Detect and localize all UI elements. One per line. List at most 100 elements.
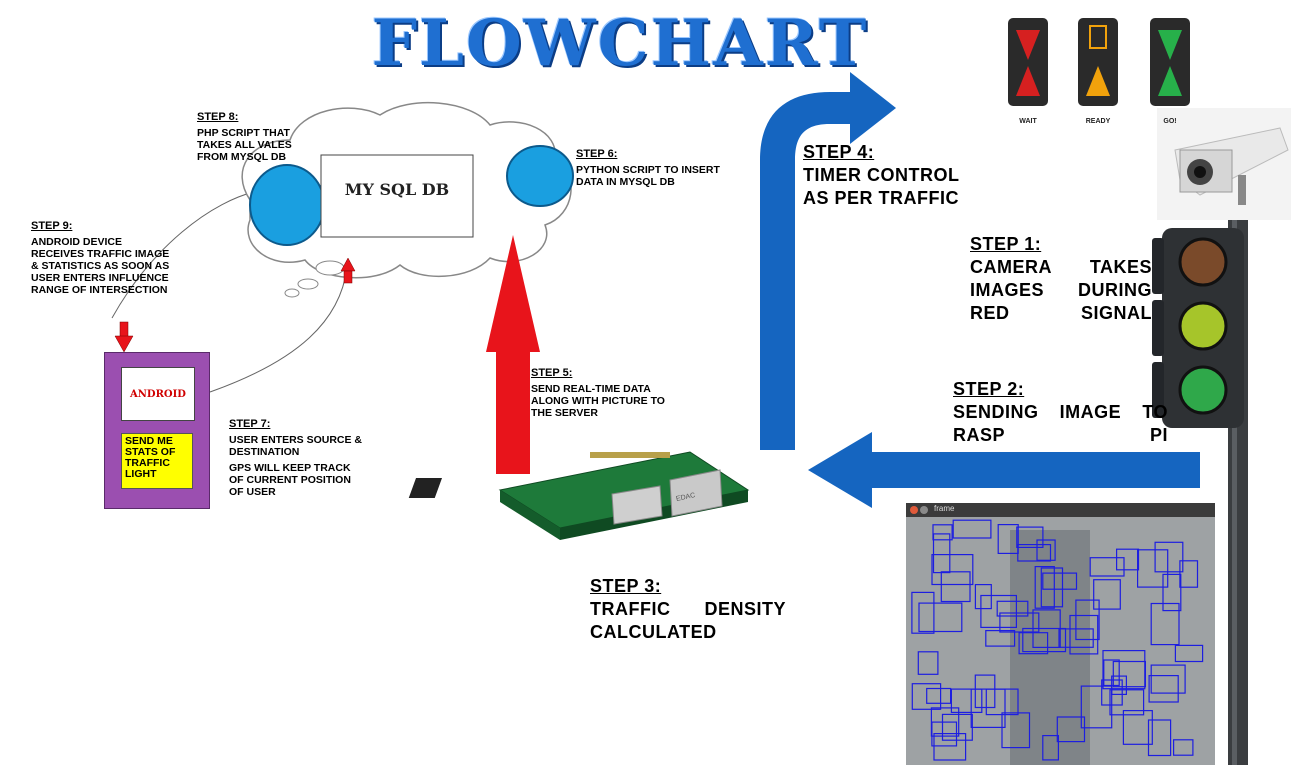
detection-box bbox=[1174, 644, 1204, 663]
detection-box bbox=[1042, 734, 1060, 761]
step1-heading: STEP 1: bbox=[970, 234, 1042, 254]
blue-arrow-left bbox=[808, 432, 1200, 508]
step2-text: SENDING IMAGE TO RASP PI bbox=[953, 402, 1168, 445]
detection-box bbox=[1111, 675, 1127, 695]
detection-box bbox=[1147, 719, 1172, 757]
detection-box bbox=[997, 523, 1019, 554]
detection-box bbox=[911, 683, 942, 710]
step7-text2: GPS WILL KEEP TRACK OF CURRENT POSITION … bbox=[229, 462, 351, 498]
detection-box bbox=[974, 674, 996, 709]
detection-box bbox=[1148, 674, 1179, 703]
step8-block: STEP 8: PHP SCRIPT THAT TAKES ALL VALES … bbox=[197, 111, 319, 163]
blue-arrow-up bbox=[760, 72, 896, 450]
detection-box bbox=[1018, 632, 1049, 655]
detection-box bbox=[974, 583, 992, 610]
detection-box bbox=[1069, 614, 1099, 655]
signal-go-label: GO! bbox=[1163, 118, 1177, 125]
step6-block: STEP 6: PYTHON SCRIPT TO INSERT DATA IN … bbox=[576, 148, 736, 188]
step7-block: STEP 7: USER ENTERS SOURCE & DESTINATION… bbox=[229, 418, 367, 498]
connector-step9-cloud bbox=[111, 189, 263, 319]
step5-block: STEP 5: SEND REAL-TIME DATA ALONG WITH P… bbox=[531, 367, 666, 419]
step8-text: PHP SCRIPT THAT TAKES ALL VALES FROM MYS… bbox=[197, 127, 292, 163]
detection-box bbox=[1109, 689, 1145, 716]
detection-box bbox=[940, 571, 971, 603]
step7-text: USER ENTERS SOURCE & DESTINATION bbox=[229, 434, 363, 458]
step7-heading: STEP 7: bbox=[229, 418, 271, 430]
signal-wait-label: WAIT bbox=[1019, 118, 1037, 125]
red-lamp bbox=[1178, 237, 1228, 287]
detection-box bbox=[1093, 579, 1121, 610]
detection-box bbox=[1075, 599, 1100, 641]
db-label: MY SQL DB bbox=[344, 180, 450, 199]
step6-heading: STEP 6: bbox=[576, 148, 618, 160]
traffic-light-housing bbox=[1152, 228, 1244, 428]
android-screen-label: ANDROID bbox=[121, 367, 195, 421]
red-arrow-up bbox=[486, 235, 540, 474]
detection-box bbox=[1042, 572, 1078, 590]
step3-heading: STEP 3: bbox=[590, 576, 662, 596]
step9-block: STEP 9: ANDROID DEVICE RECEIVES TRAFFIC … bbox=[31, 220, 171, 296]
detection-box bbox=[932, 533, 951, 574]
detection-box bbox=[1136, 549, 1169, 588]
raspberry-pi-board bbox=[408, 451, 750, 540]
detection-box bbox=[1089, 557, 1125, 577]
detection-box bbox=[1001, 712, 1031, 749]
blob-left bbox=[249, 164, 325, 246]
red-arrow-small-up bbox=[340, 257, 356, 284]
step1-block: STEP 1: CAMERA TAKES IMAGES DURING RED S… bbox=[970, 233, 1152, 325]
detection-boxes bbox=[911, 519, 1204, 761]
detection-box bbox=[1034, 565, 1055, 609]
step4-block: STEP 4: TIMER CONTROL AS PER TRAFFIC bbox=[803, 141, 988, 210]
detection-box bbox=[1122, 709, 1153, 745]
step4-text: TIMER CONTROL AS PER TRAFFIC bbox=[803, 165, 960, 208]
detection-box bbox=[911, 591, 935, 634]
step2-heading: STEP 2: bbox=[953, 379, 1025, 399]
step5-heading: STEP 5: bbox=[531, 367, 573, 379]
detection-box bbox=[932, 524, 953, 541]
detection-box bbox=[926, 687, 952, 704]
detection-box bbox=[1032, 609, 1061, 649]
detection-box bbox=[1102, 649, 1146, 690]
detection-box bbox=[1162, 573, 1182, 612]
step8-heading: STEP 8: bbox=[197, 111, 239, 123]
db-box bbox=[320, 154, 474, 238]
detection-box bbox=[952, 519, 992, 539]
green-lamp bbox=[1178, 365, 1228, 415]
detection-box bbox=[1040, 567, 1064, 608]
detection-box bbox=[1056, 716, 1086, 743]
camera-icon bbox=[1157, 108, 1291, 220]
red-arrow-small-down bbox=[114, 321, 134, 353]
flowchart-title: FLOWCHART bbox=[371, 6, 869, 81]
signal-go bbox=[1150, 18, 1190, 106]
detection-box bbox=[933, 732, 967, 761]
detection-box bbox=[931, 553, 974, 586]
detection-box bbox=[996, 600, 1029, 617]
android-phone: ANDROID SEND ME STATS OF TRAFFIC LIGHT bbox=[104, 352, 210, 509]
detection-box bbox=[950, 688, 983, 713]
detection-box bbox=[1036, 539, 1056, 561]
detection-box bbox=[999, 612, 1040, 633]
detection-box bbox=[980, 594, 1018, 628]
send-stats-button[interactable]: SEND ME STATS OF TRAFFIC LIGHT bbox=[121, 433, 193, 489]
detection-box bbox=[1115, 548, 1140, 571]
detection-box bbox=[970, 688, 1006, 728]
step9-text: ANDROID DEVICE RECEIVES TRAFFIC IMAGE & … bbox=[31, 236, 170, 296]
detection-box bbox=[1016, 526, 1044, 548]
yellow-lamp bbox=[1178, 301, 1228, 351]
detection-box bbox=[941, 713, 973, 741]
detection-box bbox=[1022, 627, 1067, 653]
step5-text: SEND REAL-TIME DATA ALONG WITH PICTURE T… bbox=[531, 383, 665, 419]
detection-box bbox=[1154, 541, 1184, 573]
step9-heading: STEP 9: bbox=[31, 220, 73, 232]
step1-text: CAMERA TAKES IMAGES DURING RED SIGNAL bbox=[970, 257, 1152, 323]
step2-block: STEP 2: SENDING IMAGE TO RASP PI bbox=[953, 378, 1168, 447]
detection-box bbox=[1150, 664, 1186, 694]
step3-text: TRAFFIC DENSITY CALCULATED bbox=[590, 599, 786, 642]
detection-box bbox=[918, 602, 963, 633]
step6-text: PYTHON SCRIPT TO INSERT DATA IN MYSQL DB bbox=[576, 164, 720, 188]
step4-heading: STEP 4: bbox=[803, 142, 875, 162]
detection-box bbox=[1150, 602, 1180, 646]
detection-box bbox=[1080, 685, 1113, 729]
blob-right bbox=[506, 145, 574, 207]
